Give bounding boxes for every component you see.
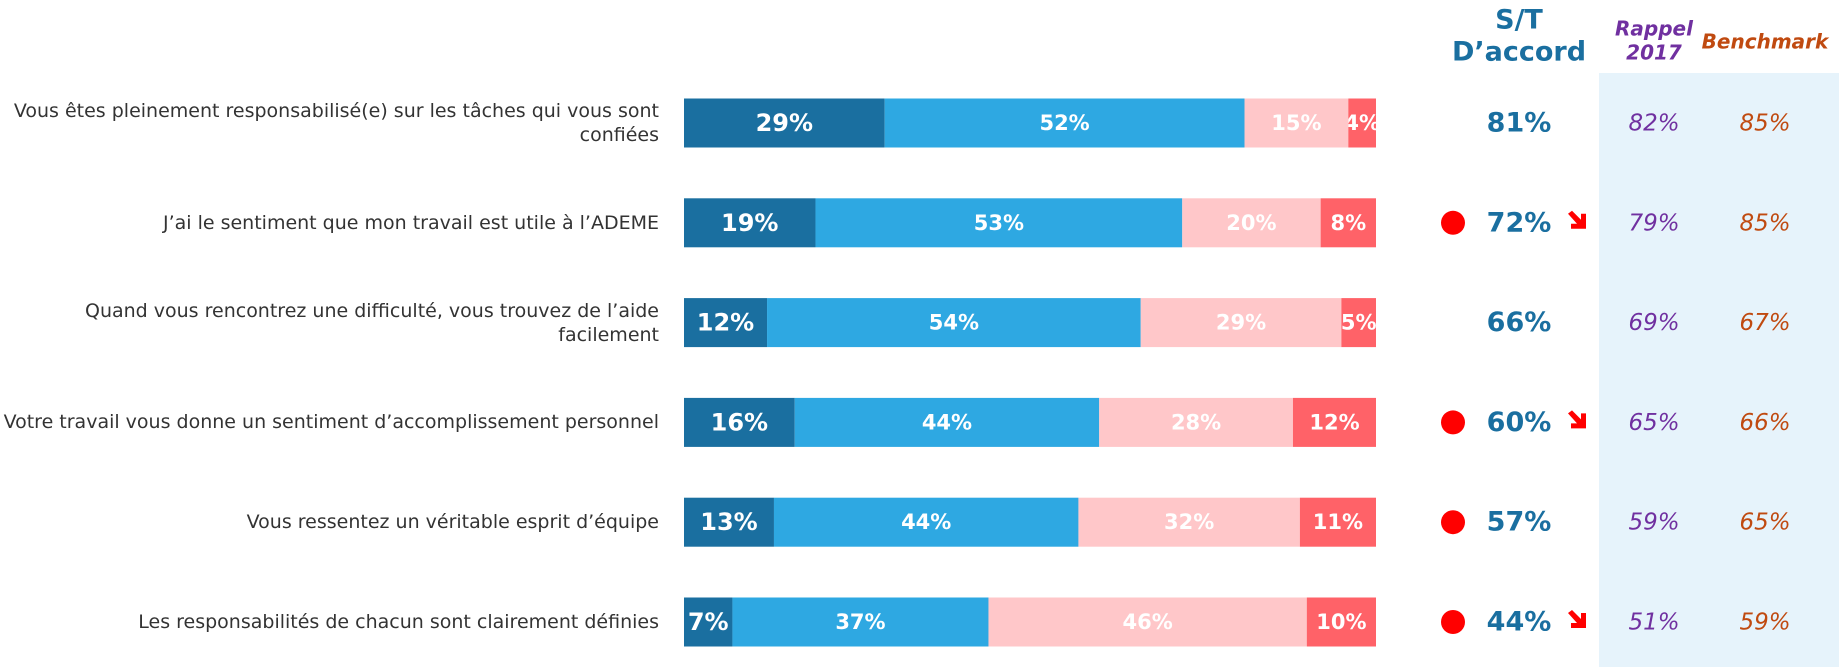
bar-value-label: 8%	[1330, 211, 1366, 235]
column-value: 57%	[1487, 507, 1552, 538]
bar-segment	[1292, 397, 1376, 447]
bar-value-label: 52%	[1039, 111, 1089, 135]
bar-segment	[815, 198, 1183, 248]
panel	[1599, 73, 1839, 667]
bar-segment	[1348, 98, 1376, 148]
column-value: 82%	[1628, 111, 1679, 137]
bar-value-label: 20%	[1226, 211, 1276, 235]
category-label: Votre travail vous donne un sentiment d’…	[3, 411, 659, 434]
bar-value-label: 11%	[1313, 510, 1363, 534]
column-value: 81%	[1487, 108, 1552, 139]
bar-segment	[1320, 198, 1376, 248]
bar-segment	[794, 397, 1100, 447]
bar-value-label: 15%	[1271, 111, 1321, 135]
category-label: Vous êtes pleinement responsabilisé(e) s…	[13, 100, 659, 146]
bar-segment	[1078, 497, 1300, 547]
trend-arrow	[1568, 210, 1586, 229]
bar-segment	[684, 597, 733, 647]
bar-segment	[684, 298, 768, 348]
column-value: 85%	[1739, 111, 1790, 137]
bar-value-label: 28%	[1171, 410, 1221, 434]
bar-value-label: 4%	[1344, 111, 1380, 135]
bar-value-label: 44%	[901, 510, 951, 534]
significance-dot	[1441, 210, 1465, 235]
column-value: 65%	[1628, 410, 1679, 436]
bar-value-label: 10%	[1316, 610, 1366, 634]
column-header: Rappel	[1615, 17, 1694, 41]
column-value: 44%	[1487, 607, 1552, 638]
category-label: J’ai le sentiment que mon travail est ut…	[162, 211, 659, 234]
bar-segment	[684, 397, 795, 447]
column-value: 67%	[1739, 310, 1790, 336]
bar-value-label: 44%	[922, 410, 972, 434]
bar-segment	[1341, 298, 1376, 348]
column-value: 51%	[1628, 610, 1679, 636]
column-value: 59%	[1628, 510, 1679, 536]
bar-segment	[1099, 397, 1293, 447]
bar-segment	[684, 98, 885, 148]
column-header: Benchmark	[1702, 30, 1830, 54]
bar-segment	[684, 497, 774, 547]
category-label: Vous ressentez un véritable esprit d’équ…	[246, 511, 659, 534]
bar-value-label: 12%	[1309, 410, 1359, 434]
bar-segment	[1306, 597, 1376, 647]
column-header: S/T	[1495, 5, 1543, 36]
trend-arrow	[1568, 410, 1586, 429]
bar-segment	[988, 597, 1307, 647]
category-label: Les responsabilités de chacun sont clair…	[138, 611, 659, 633]
bar-value-label: 29%	[1216, 311, 1266, 335]
bar-segment	[1140, 298, 1342, 348]
bar-value-label: 53%	[974, 211, 1024, 235]
bar-segment	[773, 497, 1079, 547]
bar-value-label: 16%	[711, 408, 768, 436]
bar-segment	[884, 98, 1245, 148]
category-label: Quand vous rencontrez une difficulté, vo…	[84, 299, 659, 346]
column-value: 69%	[1628, 310, 1679, 336]
bar-segment	[1244, 98, 1349, 148]
bar-value-label: 13%	[700, 508, 757, 536]
column-value: 60%	[1487, 407, 1552, 438]
bar-value-label: 7%	[688, 608, 729, 636]
column-value: 65%	[1739, 510, 1790, 536]
column-value: 72%	[1487, 207, 1552, 238]
column-header: D’accord	[1452, 37, 1586, 68]
significance-dot	[1441, 610, 1465, 634]
bar-value-label: 54%	[929, 311, 979, 335]
bar-value-label: 32%	[1164, 510, 1214, 534]
column-value: 66%	[1739, 410, 1790, 436]
column-value: 85%	[1739, 210, 1790, 236]
bar-value-label: 19%	[721, 209, 778, 237]
bar-segment	[1182, 198, 1321, 248]
bar-segment	[732, 597, 989, 647]
bar-segment	[767, 298, 1141, 348]
trend-arrow	[1568, 610, 1586, 628]
column-value: 66%	[1487, 307, 1552, 338]
column-value: 79%	[1628, 210, 1679, 236]
bar-value-label: 37%	[835, 610, 885, 634]
significance-dot	[1441, 510, 1465, 535]
bar-value-label: 46%	[1123, 610, 1173, 634]
bar-value-label: 12%	[697, 309, 754, 337]
bar-value-label: 5%	[1341, 311, 1377, 335]
bar-segment	[684, 198, 816, 248]
column-header: 2017	[1626, 41, 1682, 65]
bar-segment	[1299, 497, 1376, 547]
column-value: 59%	[1739, 610, 1790, 636]
significance-dot	[1441, 410, 1465, 435]
bar-value-label: 29%	[756, 109, 813, 137]
